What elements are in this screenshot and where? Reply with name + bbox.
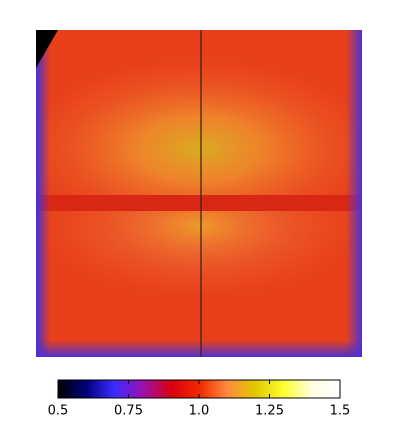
flat-field-image: [36, 30, 362, 357]
tick-label: 1.25: [255, 404, 284, 419]
tick-label: 0.75: [114, 404, 143, 419]
colorbar: 0.5 0.75 1.0 1.25 1.5: [48, 379, 351, 419]
tick-label: 1.0: [189, 404, 210, 419]
tick-label: 1.5: [330, 404, 351, 419]
tick-label: 0.5: [48, 404, 69, 419]
